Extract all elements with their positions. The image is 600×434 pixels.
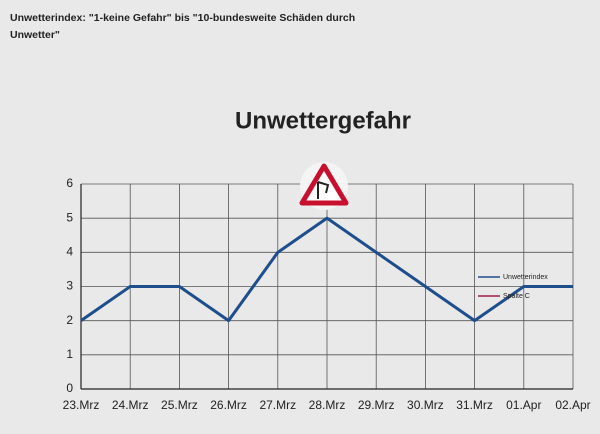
y-tick-label: 5 (66, 210, 73, 224)
legend-label: Unwetterindex (503, 274, 548, 281)
x-tick-label: 29.Mrz (358, 398, 395, 412)
x-tick-label: 02.Apr (555, 398, 590, 412)
legend-label: Spalte C (503, 293, 530, 300)
x-tick-label: 01.Apr (506, 398, 541, 412)
x-tick-label: 23.Mrz (63, 398, 100, 412)
data-line (80, 216, 573, 323)
warning-icon (299, 162, 349, 210)
x-tick-label: 26.Mrz (210, 398, 247, 412)
x-tick-label: 28.Mrz (309, 398, 346, 412)
header-text: Unwetterindex: "1-keine Gefahr" bis "10-… (10, 12, 356, 41)
chart-title: Unwettergefahr (235, 107, 411, 134)
y-tick-label: 6 (66, 176, 73, 190)
y-tick-label: 0 (66, 381, 73, 395)
x-tick-label: 24.Mrz (112, 398, 149, 412)
y-tick-label: 1 (66, 347, 73, 361)
x-tick-label: 31.Mrz (456, 398, 493, 412)
x-tick-label: 30.Mrz (407, 398, 444, 412)
y-tick-label: 3 (66, 279, 73, 293)
x-tick-label: 25.Mrz (161, 398, 198, 412)
y-tick-label: 4 (66, 245, 73, 259)
plot-area: 0 1 2 3 4 5 6 23.Mrz 24.Mrz 25.Mrz 26.Mrz 27.Mrz 28.… (63, 176, 591, 412)
y-tick-label: 2 (66, 313, 73, 327)
x-tick-label: 27.Mrz (259, 398, 296, 412)
